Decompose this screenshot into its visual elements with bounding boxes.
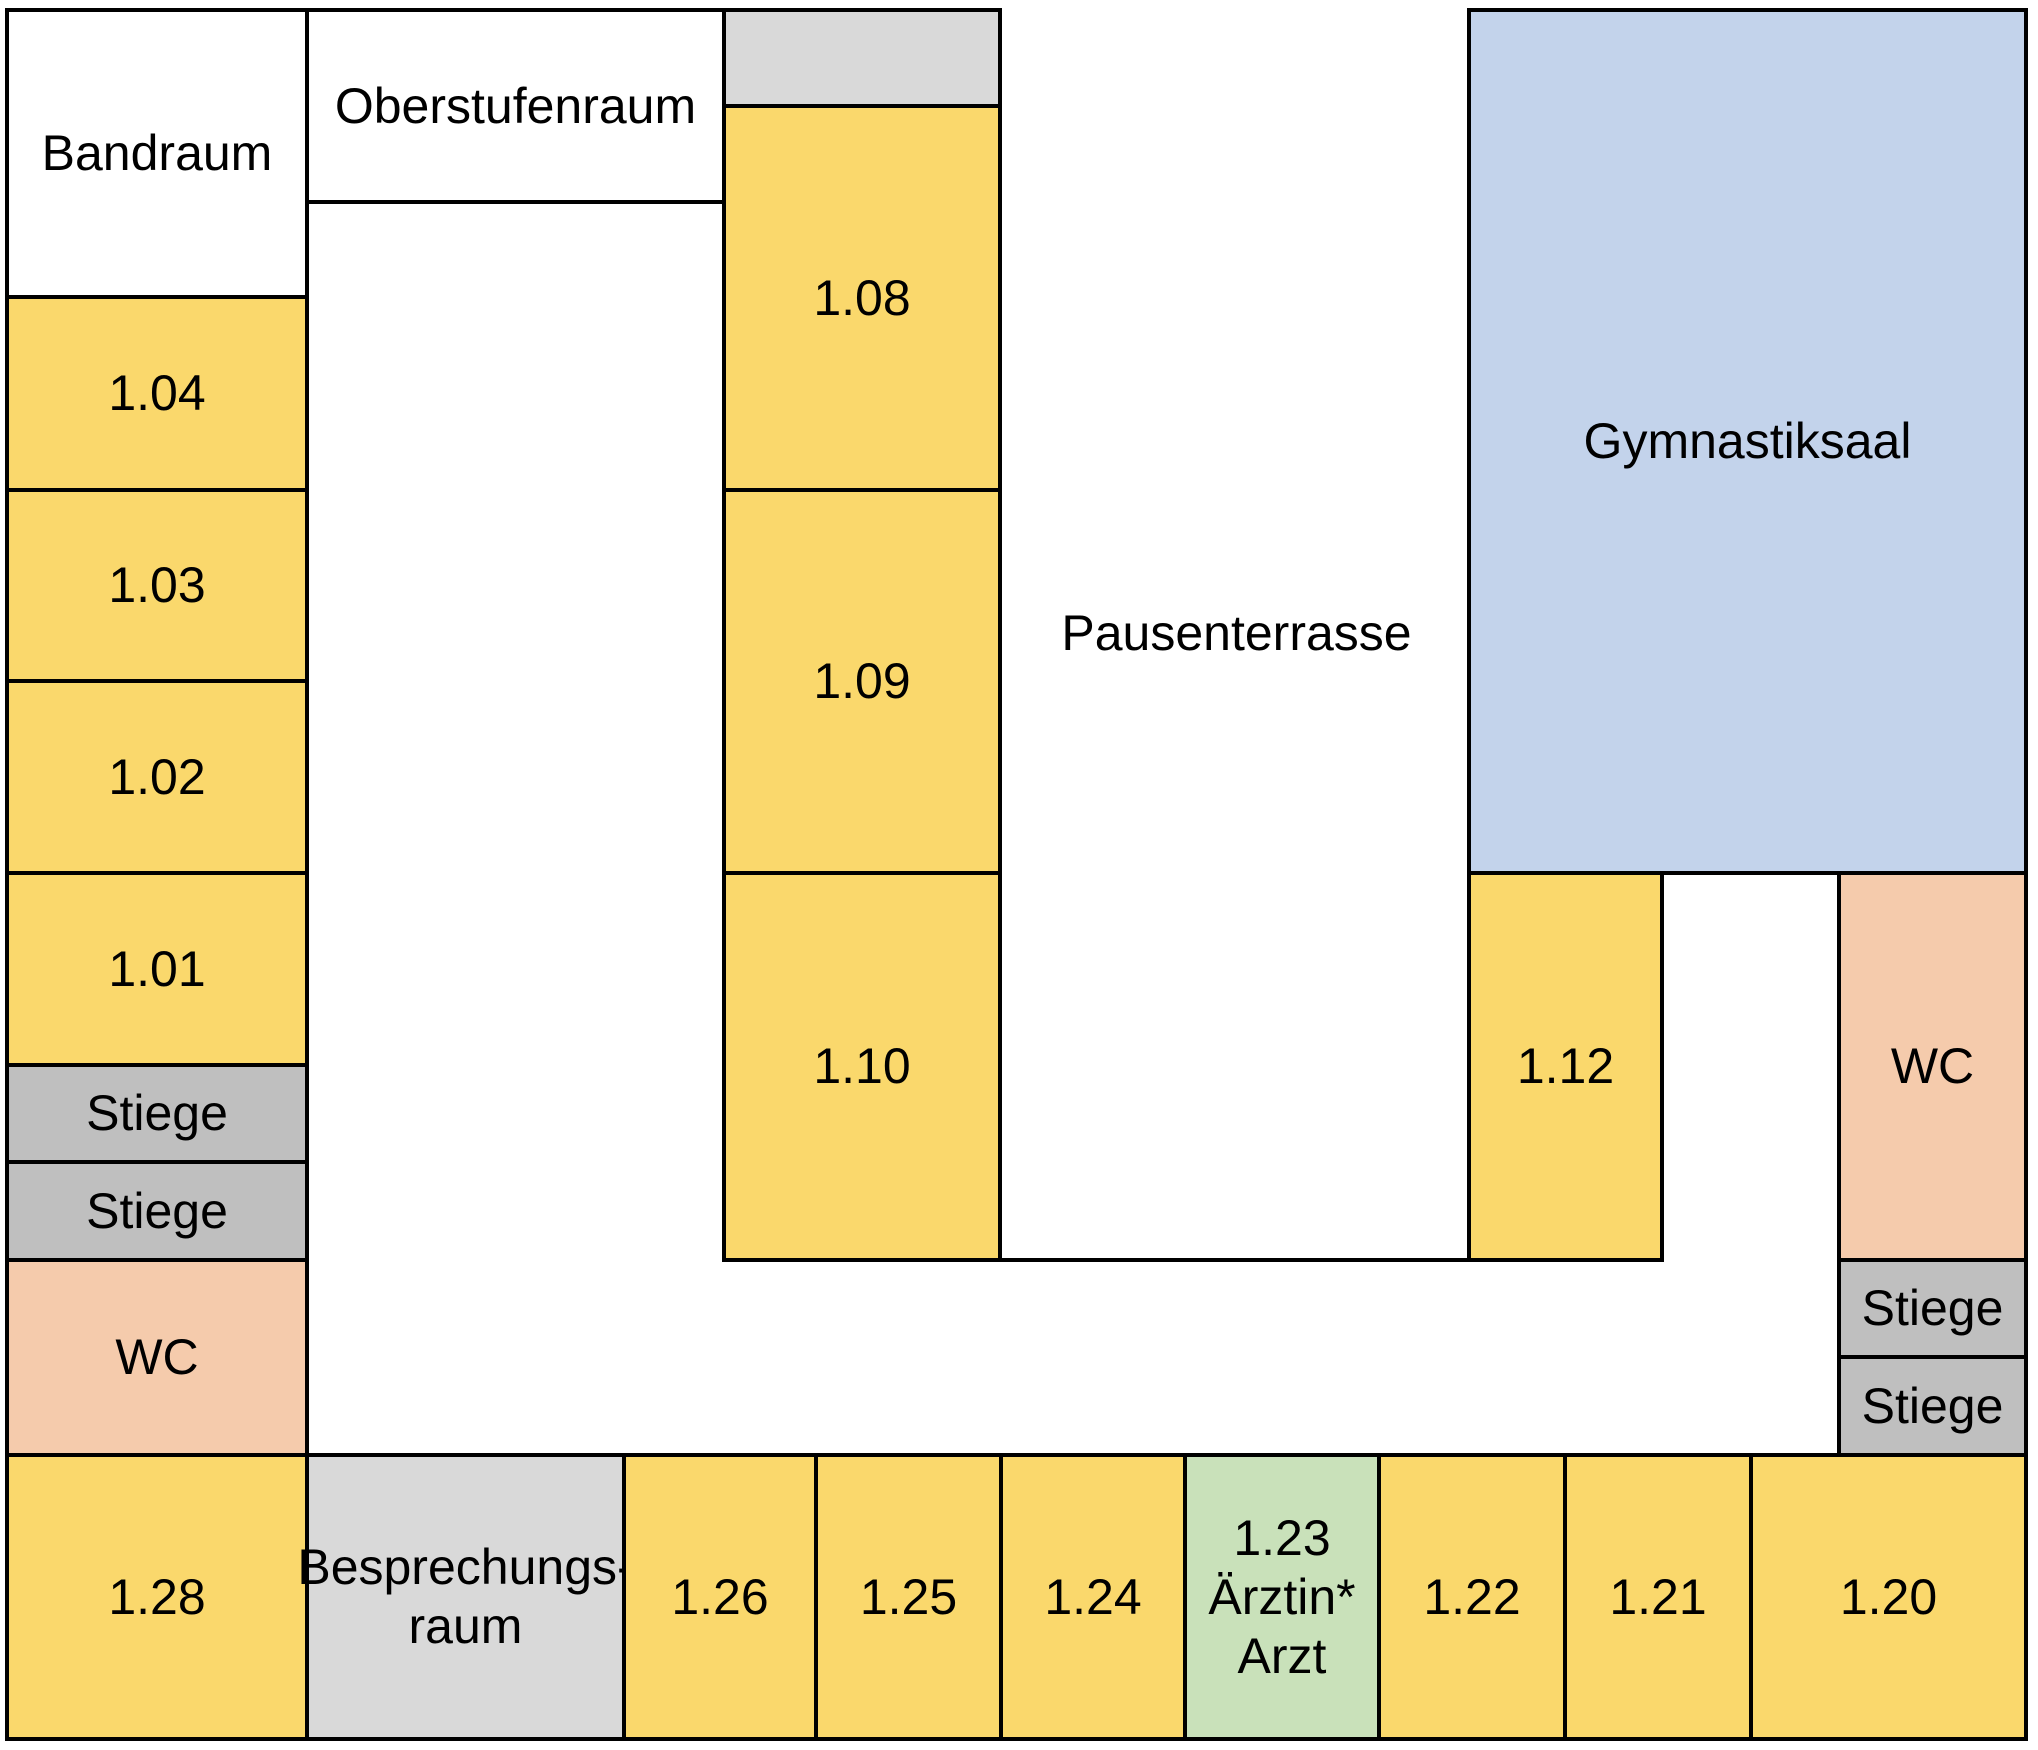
- stiege-right-upper: Stiege: [1837, 1258, 2028, 1359]
- room-wc-right-label: WC: [1890, 1038, 1975, 1094]
- room-1-12: 1.12: [1467, 871, 1664, 1262]
- room-1-04-label: 1.04: [108, 365, 206, 421]
- stiege-right-lower-label: Stiege: [1861, 1377, 2004, 1434]
- room-1-24-label: 1.24: [1044, 1568, 1142, 1625]
- stiege-left-lower-label: Stiege: [86, 1182, 228, 1239]
- room-wc-right: WC: [1837, 871, 2028, 1262]
- room-1-10: 1.10: [722, 871, 1002, 1262]
- room-oberstufenraum-label: Oberstufenraum: [334, 77, 697, 134]
- room-1-25: 1.25: [814, 1453, 1003, 1741]
- room-1-28: 1.28: [5, 1453, 309, 1741]
- room-1-21: 1.21: [1563, 1453, 1753, 1741]
- room-1-01-label: 1.01: [108, 940, 206, 997]
- room-gymnastiksaal-label: Gymnastiksaal: [1583, 413, 1912, 469]
- room-1-25-label: 1.25: [859, 1568, 958, 1625]
- room-1-08-label: 1.08: [813, 269, 911, 326]
- room-gymnastiksaal: Gymnastiksaal: [1467, 8, 2028, 875]
- room-bandraum-label: Bandraum: [41, 125, 273, 181]
- room-1-22-label: 1.22: [1423, 1568, 1521, 1625]
- room-wc-left-label: WC: [115, 1329, 199, 1385]
- corridor-wall-south-of-pausenterrasse: [998, 1258, 1471, 1262]
- room-1-02-label: 1.02: [108, 748, 206, 805]
- room-1-03: 1.03: [5, 488, 309, 683]
- room-besprechungsraum: Besprechungs- raum: [297, 1453, 634, 1741]
- room-1-04: 1.04: [5, 295, 309, 492]
- utility-block-top: [722, 8, 1002, 108]
- stiege-left-upper: Stiege: [5, 1063, 309, 1164]
- room-1-08: 1.08: [722, 104, 1002, 492]
- room-1-23-aerztin-arzt-label: 1.23 Ärztin* Arzt: [1208, 1509, 1356, 1684]
- room-1-23-aerztin-arzt: 1.23 Ärztin* Arzt: [1183, 1453, 1381, 1741]
- room-besprechungsraum-label: Besprechungs- raum: [297, 1539, 634, 1654]
- area-pausenterrasse-label: Pausenterrasse: [1061, 604, 1412, 661]
- stiege-left-lower: Stiege: [5, 1160, 309, 1262]
- room-1-09-label: 1.09: [813, 653, 911, 709]
- room-1-28-label: 1.28: [108, 1568, 206, 1625]
- room-1-02: 1.02: [5, 679, 309, 875]
- room-bandraum: Bandraum: [5, 8, 309, 299]
- room-1-09: 1.09: [722, 488, 1002, 875]
- area-pausenterrasse: Pausenterrasse: [998, 8, 1475, 1258]
- room-1-26-label: 1.26: [671, 1568, 769, 1625]
- room-1-20-label: 1.20: [1839, 1568, 1938, 1625]
- room-1-21-label: 1.21: [1609, 1568, 1707, 1625]
- room-oberstufenraum: Oberstufenraum: [305, 8, 726, 204]
- room-wc-left: WC: [5, 1258, 309, 1457]
- room-1-01: 1.01: [5, 871, 309, 1067]
- room-1-12-label: 1.12: [1516, 1038, 1615, 1094]
- room-1-20: 1.20: [1749, 1453, 2028, 1741]
- stiege-right-lower: Stiege: [1837, 1355, 2028, 1457]
- room-1-10-label: 1.10: [813, 1038, 911, 1094]
- room-1-24: 1.24: [999, 1453, 1187, 1741]
- room-1-22: 1.22: [1377, 1453, 1567, 1741]
- room-1-03-label: 1.03: [108, 557, 206, 613]
- stiege-left-upper-label: Stiege: [86, 1085, 228, 1141]
- room-1-26: 1.26: [622, 1453, 818, 1741]
- stiege-right-upper-label: Stiege: [1861, 1280, 2004, 1336]
